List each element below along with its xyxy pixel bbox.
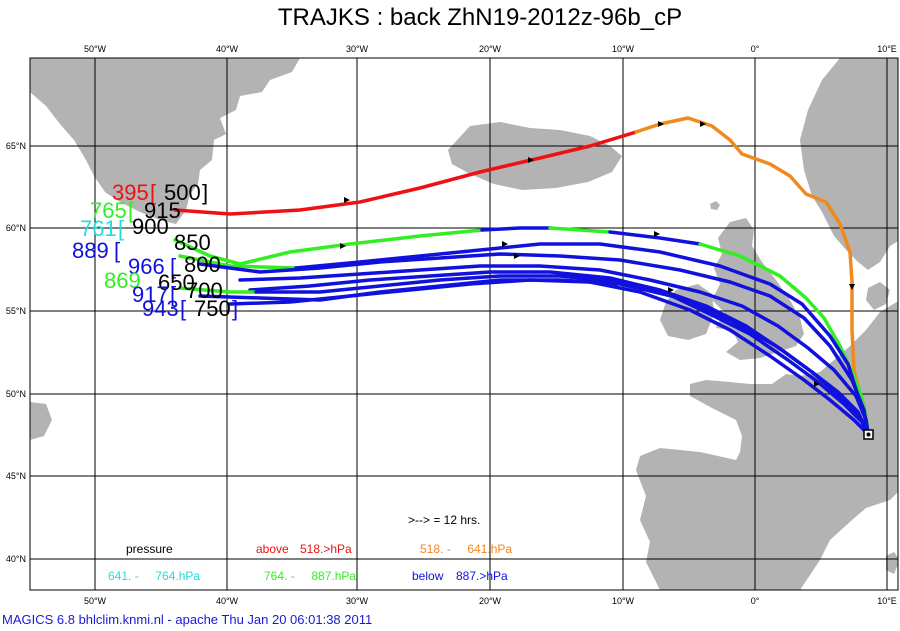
trajectory-red-segment xyxy=(173,130,638,216)
trajectory-blue-segment xyxy=(198,278,870,436)
start-level-label: 800 xyxy=(184,252,221,277)
start-level-label: 750 xyxy=(194,296,231,321)
trajectory-green-segment xyxy=(178,254,298,270)
time-arrow-icon xyxy=(344,197,350,203)
time-arrow-icon xyxy=(849,284,855,290)
start-level-label: 500 xyxy=(164,180,201,205)
trajectory-blue-segment xyxy=(198,252,870,436)
time-arrow-icon xyxy=(528,157,534,163)
start-num-label: 761 xyxy=(80,216,117,241)
lon-label: 50°W xyxy=(84,596,107,606)
start-level-label: 650 xyxy=(158,270,195,295)
time-arrow-icon xyxy=(514,253,520,259)
time-arrow-icon xyxy=(502,241,508,247)
lon-label: 10°W xyxy=(612,596,635,606)
start-level-label: 700 xyxy=(186,278,223,303)
lon-label: 10°E xyxy=(877,596,897,606)
time-arrows xyxy=(340,121,855,387)
legend-above-value: 518.>hPa xyxy=(300,542,352,556)
canada-land xyxy=(30,402,52,440)
start-num-label: 765 xyxy=(90,198,127,223)
lon-label: 20°W xyxy=(479,596,502,606)
trajectory-green-segment xyxy=(548,226,612,234)
europe-land xyxy=(636,301,898,590)
lon-label: 10°W xyxy=(612,44,635,54)
lon-label: 20°W xyxy=(479,44,502,54)
start-num-label: 395 xyxy=(112,180,149,205)
start-bracket: [ xyxy=(170,254,176,279)
start-num-label: 869 xyxy=(104,268,141,293)
lon-label: 50°W xyxy=(84,44,107,54)
legend-pressure-label: pressure xyxy=(126,542,173,556)
legend-orange-range: 518. - 641.hPa xyxy=(420,542,512,556)
time-arrow-icon xyxy=(658,121,664,127)
legend: >--> = 12 hrs. pressure above 518.>hPa 5… xyxy=(108,513,512,583)
time-arrow-icon xyxy=(340,243,346,249)
footer-credit: MAGICS 6.8 bhlclim.knmi.nl - apache Thu … xyxy=(2,612,373,627)
legend-below-label: below xyxy=(412,569,444,583)
trajectories xyxy=(173,116,870,436)
island-land xyxy=(886,552,898,574)
greenland-land xyxy=(30,58,300,224)
denmark-land xyxy=(866,282,890,310)
start-bracket: [ xyxy=(128,198,134,223)
start-num-label: 917 xyxy=(132,282,169,307)
time-arrow-icon xyxy=(654,231,660,237)
trajectory-green-segment xyxy=(173,228,484,266)
faroe-land xyxy=(710,201,720,210)
land-masses xyxy=(30,58,898,590)
trajectory-blue-segment xyxy=(608,230,702,246)
start-level-label: 850 xyxy=(174,230,211,255)
lat-label: 40°N xyxy=(6,554,26,564)
trajectory-green-segment xyxy=(178,286,258,294)
legend-arrow-note: >--> = 12 hrs. xyxy=(408,513,480,527)
lat-label: 60°N xyxy=(6,223,26,233)
time-arrow-icon xyxy=(668,287,674,293)
start-bracket: ] xyxy=(232,296,238,321)
lat-label: 55°N xyxy=(6,306,26,316)
start-bracket: [ xyxy=(118,216,124,241)
start-labels: 395 [ 500 ] 765 [ 915 761 [ 900 889 [ 85… xyxy=(72,180,238,321)
lon-label: 30°W xyxy=(346,596,369,606)
legend-green-range: 764. - 887.hPa xyxy=(264,569,356,583)
africa-land xyxy=(760,578,800,590)
lon-label: 40°W xyxy=(216,596,239,606)
lon-label: 10°E xyxy=(877,44,897,54)
legend-cyan-range: 641. - 764.hPa xyxy=(108,569,200,583)
trajectory-blue-segment xyxy=(238,264,870,436)
start-num-label: 966 xyxy=(128,254,165,279)
start-bracket: [ xyxy=(180,296,186,321)
lat-labels: 65°N 60°N 55°N 50°N 45°N 40°N xyxy=(6,141,26,564)
start-level-label: 915 xyxy=(144,198,181,223)
lon-label: 40°W xyxy=(216,44,239,54)
trajectory-blue-segment xyxy=(480,226,552,232)
start-bracket: [ xyxy=(170,282,176,307)
destination-marker xyxy=(863,429,874,440)
time-arrow-icon xyxy=(700,121,706,127)
iceland-land xyxy=(448,122,622,190)
start-num-label: 943 xyxy=(142,296,179,321)
lon-labels-top: 50°W 40°W 30°W 20°W 10°W 0° 10°E xyxy=(84,44,897,54)
time-arrow-icon xyxy=(814,381,820,387)
lon-label: 0° xyxy=(751,596,760,606)
lon-labels-bottom: 50°W 40°W 30°W 20°W 10°W 0° 10°E xyxy=(84,596,897,606)
lat-label: 50°N xyxy=(6,389,26,399)
start-num-label: 889 xyxy=(72,238,109,263)
scandinavia-land xyxy=(800,58,898,270)
map-frame xyxy=(29,57,899,591)
start-bracket: [ xyxy=(114,238,120,263)
lon-label: 0° xyxy=(751,44,760,54)
start-level-label: 900 xyxy=(132,214,169,239)
trajectory-orange-segment xyxy=(634,116,870,432)
lat-label: 65°N xyxy=(6,141,26,151)
lat-label: 45°N xyxy=(6,471,26,481)
start-bracket: [ xyxy=(150,180,156,205)
lon-label: 30°W xyxy=(346,44,369,54)
legend-below-value: 887.>hPa xyxy=(456,569,508,583)
map-title: TRAJKS : back ZhN19-2012z-96b_cP xyxy=(277,4,683,31)
start-bracket: ] xyxy=(202,180,208,205)
legend-above-label: above xyxy=(256,542,289,556)
